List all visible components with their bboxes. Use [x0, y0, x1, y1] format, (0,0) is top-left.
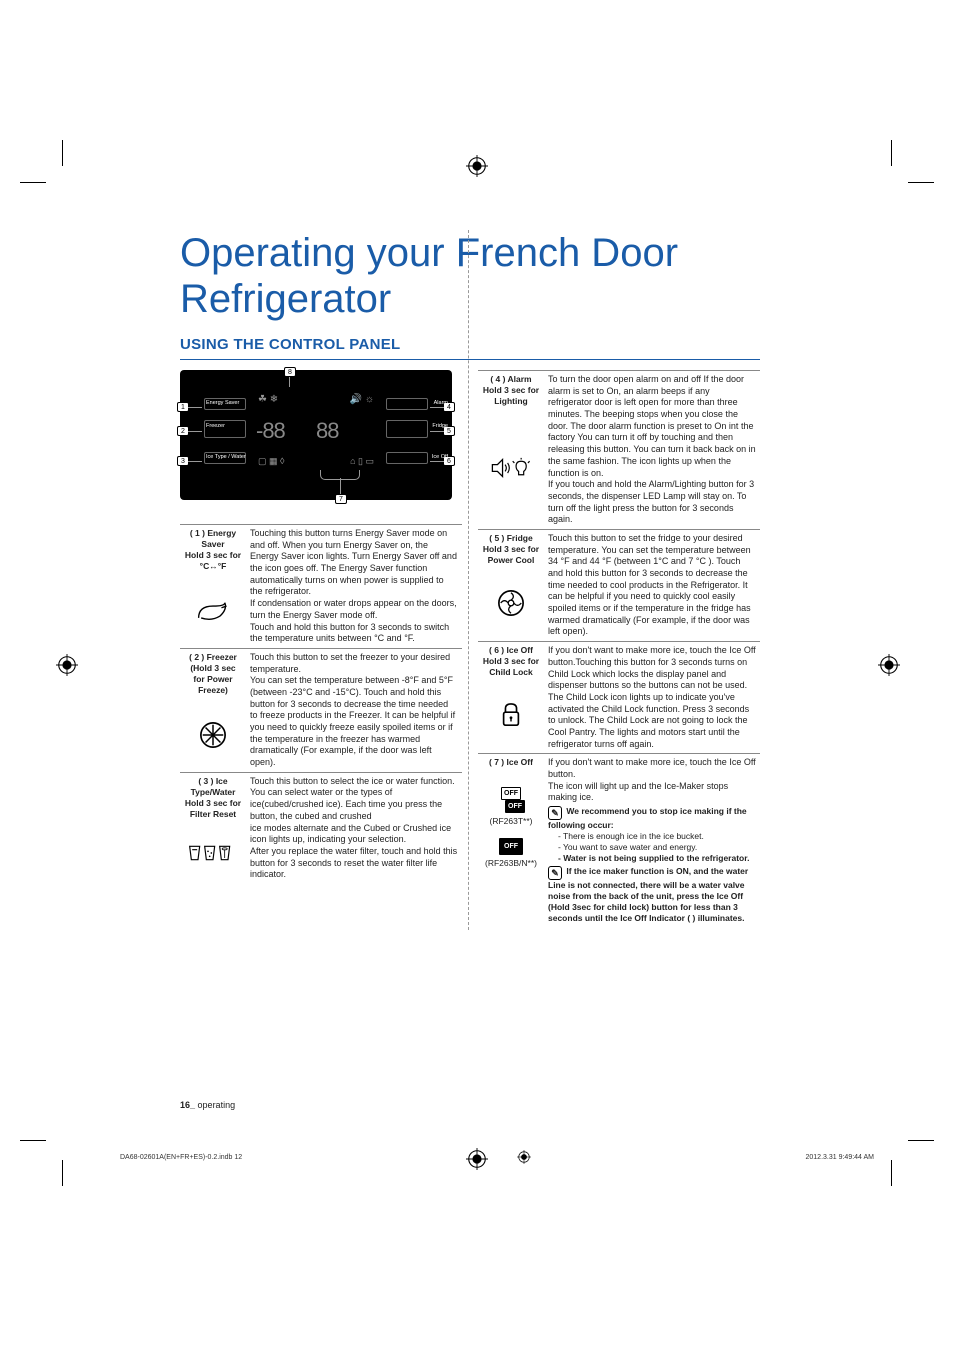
note1-head: We recommend you to stop ice making if t…: [548, 806, 747, 830]
section-rule: [180, 359, 760, 360]
lock-icon: [478, 695, 544, 754]
panel-label-fridge: Fridge: [408, 423, 448, 429]
section-heading: USING THE CONTROL PANEL: [180, 336, 760, 353]
note-icon-2: ✎: [548, 866, 562, 880]
panel-label-alarm: Alarm: [408, 400, 448, 406]
note1-item-2: - Water is not being supplied to the ref…: [548, 853, 756, 864]
row7-intro: If you don't want to make more ice, touc…: [548, 757, 756, 804]
note1-item-1: - You want to save water and energy.: [548, 842, 756, 853]
print-time: 2012.3.31 9:49:44 AM: [806, 1154, 875, 1161]
panel-label-ice-off: Ice Off: [408, 454, 448, 460]
content-columns: 1 2 3 4 5 6 7 8: [180, 370, 760, 927]
row4-label: ( 4 ) Alarm Hold 3 sec for Lighting: [478, 371, 544, 450]
row5-label: ( 5 ) Fridge Hold 3 sec for Power Cool: [478, 529, 544, 582]
registration-mark-right: [878, 654, 900, 676]
note1-item-0: - There is enough ice in the ice bucket.: [548, 831, 756, 842]
callout-8: 8: [284, 367, 296, 377]
note2-text: If the ice maker function is ON, and the…: [548, 866, 748, 923]
alarm-lighting-icon: [478, 450, 544, 530]
page-content: Operating your French Door Refrigerator …: [180, 230, 760, 927]
off-box-a2: OFF: [505, 800, 525, 813]
leaf-icon: [180, 595, 246, 648]
row2-text: Touch this button to set the freezer to …: [246, 648, 462, 772]
fan-icon: [478, 583, 544, 642]
off-box-b: OFF: [499, 838, 523, 855]
registration-mark-footer: [517, 1150, 531, 1164]
row4-text: To turn the door open alarm on and off I…: [544, 371, 760, 530]
registration-mark-left: [56, 654, 78, 676]
row2-label: ( 2 ) Freezer (Hold 3 sec for Power Free…: [180, 648, 246, 714]
print-file: DA68-02601A(EN+FR+ES)-0.2.indb 12: [120, 1154, 242, 1161]
page-footer: 16_ operating: [180, 1100, 235, 1110]
row1-text: Touching this button turns Energy Saver …: [246, 525, 462, 649]
row7-label: ( 7 ) Ice Off: [478, 754, 544, 781]
column-divider: [468, 230, 469, 930]
row3-text: Touch this button to select the ice or w…: [246, 772, 462, 884]
description-table-left: ( 1 ) Energy Saver Hold 3 sec for °C↔°F …: [180, 524, 462, 884]
ice-water-icon: [180, 835, 246, 884]
registration-mark-top: [466, 155, 488, 177]
panel-label-ice-type: Ice Type / Water: [206, 454, 246, 460]
panel-label-energy: Energy Saver: [206, 400, 246, 406]
off-box-a1: OFF: [501, 787, 521, 800]
row6-text: If you don't want to make more ice, touc…: [544, 642, 760, 754]
row1-label: ( 1 ) Energy Saver Hold 3 sec for °C↔°F: [180, 525, 246, 596]
callout-7: 7: [335, 494, 347, 504]
note-icon: ✎: [548, 806, 562, 820]
print-footer: DA68-02601A(EN+FR+ES)-0.2.indb 12 2012.3…: [120, 1150, 874, 1164]
page-title: Operating your French Door Refrigerator: [180, 230, 760, 322]
description-table-right: ( 4 ) Alarm Hold 3 sec for Lighting To t…: [478, 370, 760, 927]
seg-right: 88: [316, 418, 338, 444]
model-a: (RF263T**): [480, 816, 542, 827]
footer-section: operating: [198, 1100, 236, 1110]
row3-label: ( 3 ) Ice Type/Water Hold 3 sec for Filt…: [180, 772, 246, 835]
control-panel-figure: 1 2 3 4 5 6 7 8: [180, 370, 452, 500]
seg-left: -88: [256, 418, 285, 444]
row5-text: Touch this button to set the fridge to y…: [544, 529, 760, 641]
right-column: ( 4 ) Alarm Hold 3 sec for Lighting To t…: [478, 370, 760, 927]
ice-off-icon-cell: OFF OFF (RF263T**) OFF (RF263B/N**): [478, 781, 544, 927]
left-column: 1 2 3 4 5 6 7 8: [180, 370, 462, 884]
snowflake-icon: [180, 715, 246, 773]
row6-label: ( 6 ) Ice Off Hold 3 sec for Child Lock: [478, 642, 544, 695]
footer-page-num: 16_: [180, 1100, 195, 1110]
panel-label-freezer: Freezer: [206, 423, 246, 429]
model-b: (RF263B/N**): [480, 858, 542, 869]
